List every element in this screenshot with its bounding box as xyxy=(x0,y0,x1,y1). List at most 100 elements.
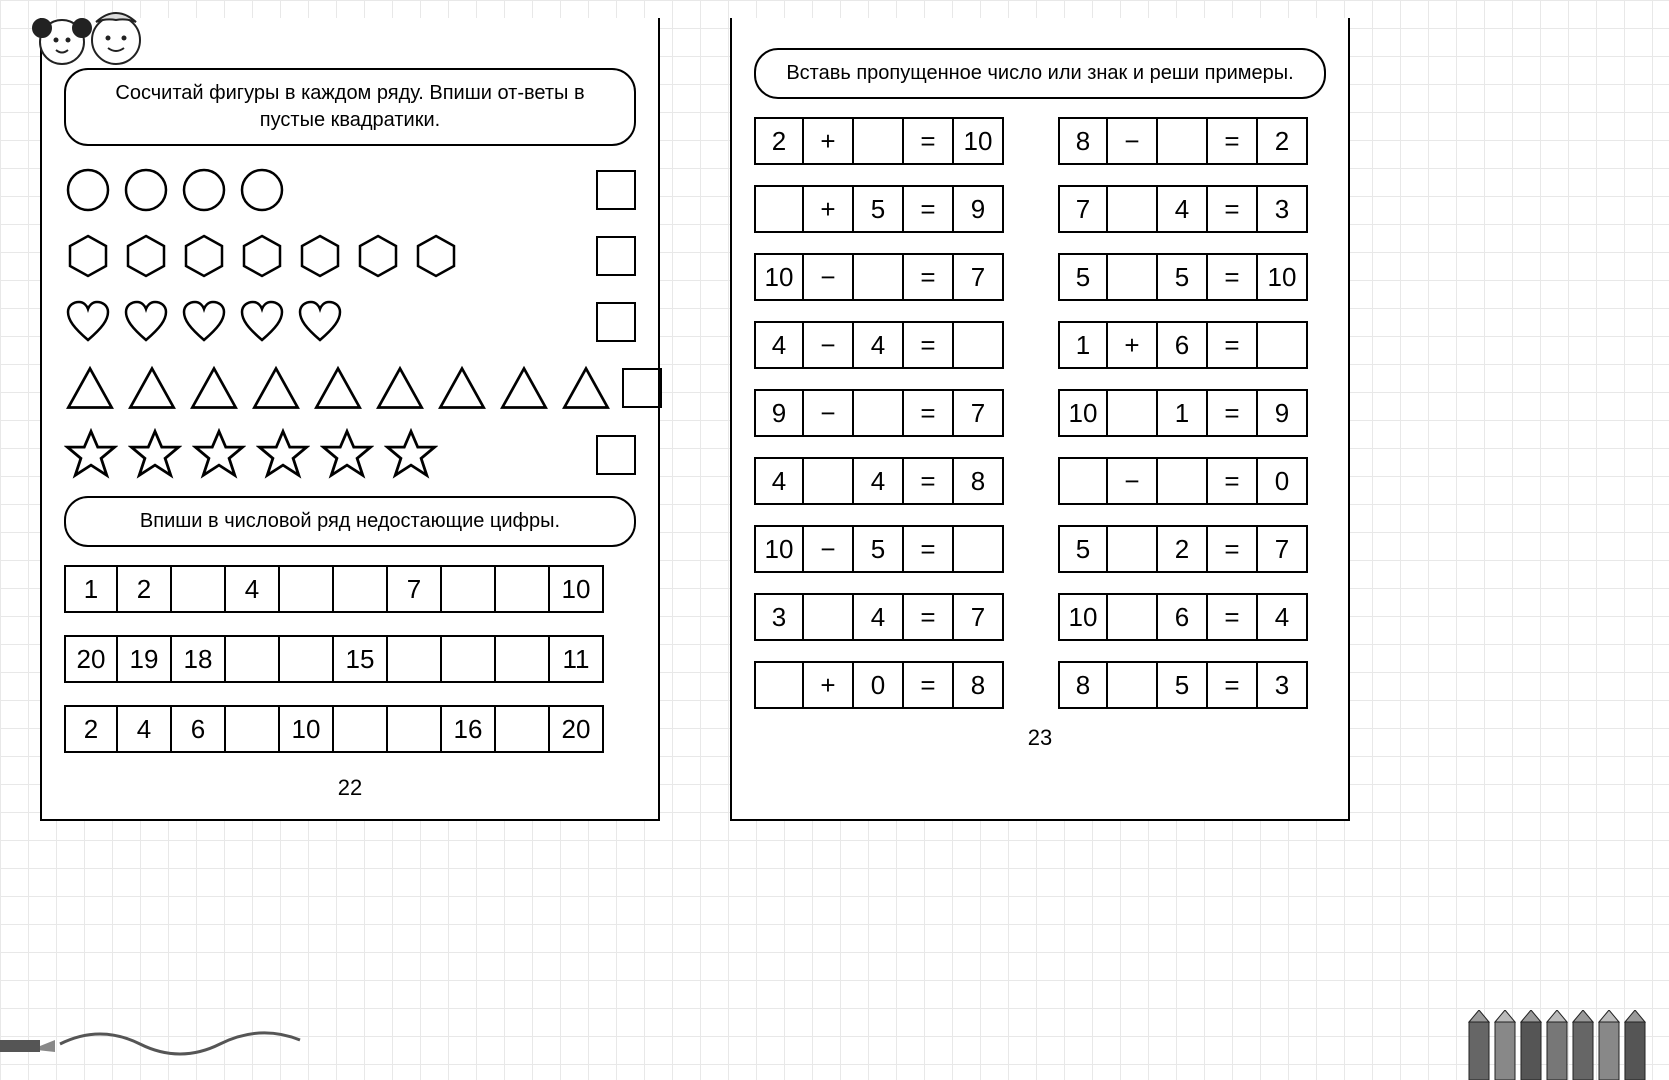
equation-blank[interactable] xyxy=(754,661,804,709)
sequence-blank[interactable] xyxy=(334,565,388,613)
equation-cell: 4 xyxy=(754,457,804,505)
sequence-blank[interactable] xyxy=(496,705,550,753)
equation-blank[interactable] xyxy=(854,253,904,301)
equation-blank[interactable] xyxy=(1158,457,1208,505)
equation-cell: 4 xyxy=(854,593,904,641)
instruction-1: Сосчитай фигуры в каждом ряду. Впиши от-… xyxy=(64,68,636,146)
circle-icon xyxy=(180,166,228,214)
equations-right-column: 8−=274=355=101+6=101=9−=052=7106=485=3 xyxy=(1058,117,1326,709)
sequence-cell: 20 xyxy=(64,635,118,683)
equation-row: +5=9 xyxy=(754,185,1022,233)
answer-box[interactable] xyxy=(596,236,636,276)
equation-blank[interactable] xyxy=(854,389,904,437)
number-sequence: 2019181511 xyxy=(64,635,636,683)
triangle-icon xyxy=(498,362,550,414)
sequence-blank[interactable] xyxy=(496,635,550,683)
star-icon xyxy=(192,428,246,482)
equation-cell: = xyxy=(904,457,954,505)
sequence-blank[interactable] xyxy=(280,635,334,683)
equation-cell: = xyxy=(904,593,954,641)
equation-blank[interactable] xyxy=(1158,117,1208,165)
instruction-2: Впиши в числовой ряд недостающие цифры. xyxy=(64,496,636,547)
equation-cell: + xyxy=(1108,321,1158,369)
equation-blank[interactable] xyxy=(1108,661,1158,709)
answer-box[interactable] xyxy=(596,302,636,342)
equation-cell: 8 xyxy=(1058,661,1108,709)
equation-blank[interactable] xyxy=(954,525,1004,573)
equation-cell: 7 xyxy=(954,389,1004,437)
sequence-blank[interactable] xyxy=(334,705,388,753)
sequence-blank[interactable] xyxy=(388,705,442,753)
shape-rows-container xyxy=(64,164,636,482)
sequence-blank[interactable] xyxy=(496,565,550,613)
circle-icon xyxy=(122,166,170,214)
star-icon xyxy=(256,428,310,482)
equation-blank[interactable] xyxy=(804,593,854,641)
equation-blank[interactable] xyxy=(1108,185,1158,233)
equation-row: 4−4= xyxy=(754,321,1022,369)
equation-blank[interactable] xyxy=(1108,389,1158,437)
star-icon xyxy=(320,428,374,482)
equation-cell: 3 xyxy=(1258,661,1308,709)
hexagon-icon xyxy=(180,232,228,280)
equation-blank[interactable] xyxy=(954,321,1004,369)
shapes-group xyxy=(64,362,612,414)
answer-box[interactable] xyxy=(596,435,636,475)
equation-blank[interactable] xyxy=(854,117,904,165)
equation-blank[interactable] xyxy=(754,185,804,233)
sequence-blank[interactable] xyxy=(226,705,280,753)
equation-blank[interactable] xyxy=(1058,457,1108,505)
equation-row: 9−=7 xyxy=(754,389,1022,437)
shapes-group xyxy=(64,232,586,280)
heart-icon xyxy=(122,298,170,346)
equation-cell: = xyxy=(904,389,954,437)
instruction-right: Вставь пропущенное число или знак и реши… xyxy=(754,48,1326,99)
answer-box[interactable] xyxy=(622,368,662,408)
equation-row: +0=8 xyxy=(754,661,1022,709)
triangle-icon xyxy=(312,362,364,414)
equation-cell: 5 xyxy=(1058,525,1108,573)
equation-cell: = xyxy=(1208,661,1258,709)
equation-cell: 10 xyxy=(754,253,804,301)
equation-cell: − xyxy=(804,525,854,573)
equation-cell: = xyxy=(904,661,954,709)
shapes-group xyxy=(64,428,586,482)
equation-cell: − xyxy=(804,321,854,369)
sequences-container: 1247102019181511246101620 xyxy=(64,565,636,753)
equation-row: 1+6= xyxy=(1058,321,1326,369)
sequence-blank[interactable] xyxy=(442,565,496,613)
equation-cell: 4 xyxy=(1158,185,1208,233)
equation-cell: = xyxy=(904,185,954,233)
shape-row xyxy=(64,230,636,282)
shape-row xyxy=(64,428,636,482)
sequence-blank[interactable] xyxy=(388,635,442,683)
triangle-icon xyxy=(560,362,612,414)
sequence-blank[interactable] xyxy=(442,635,496,683)
equation-blank[interactable] xyxy=(1108,525,1158,573)
sequence-blank[interactable] xyxy=(280,565,334,613)
equation-cell: 5 xyxy=(854,525,904,573)
equation-cell: = xyxy=(904,321,954,369)
equation-blank[interactable] xyxy=(1108,253,1158,301)
triangle-icon xyxy=(188,362,240,414)
equation-cell: 8 xyxy=(954,457,1004,505)
equation-blank[interactable] xyxy=(804,457,854,505)
star-icon xyxy=(64,428,118,482)
circle-icon xyxy=(64,166,112,214)
heart-icon xyxy=(180,298,228,346)
sequence-cell: 11 xyxy=(550,635,604,683)
equation-cell: + xyxy=(804,185,854,233)
sequence-blank[interactable] xyxy=(226,635,280,683)
equation-cell: 5 xyxy=(1158,661,1208,709)
equation-blank[interactable] xyxy=(1108,593,1158,641)
page-number-left: 22 xyxy=(64,775,636,801)
equation-blank[interactable] xyxy=(1258,321,1308,369)
sequence-blank[interactable] xyxy=(172,565,226,613)
equation-cell: 10 xyxy=(1058,593,1108,641)
equation-cell: 3 xyxy=(1258,185,1308,233)
equation-cell: = xyxy=(1208,117,1258,165)
equation-cell: = xyxy=(904,117,954,165)
equation-cell: 4 xyxy=(854,457,904,505)
answer-box[interactable] xyxy=(596,170,636,210)
equation-cell: 10 xyxy=(954,117,1004,165)
